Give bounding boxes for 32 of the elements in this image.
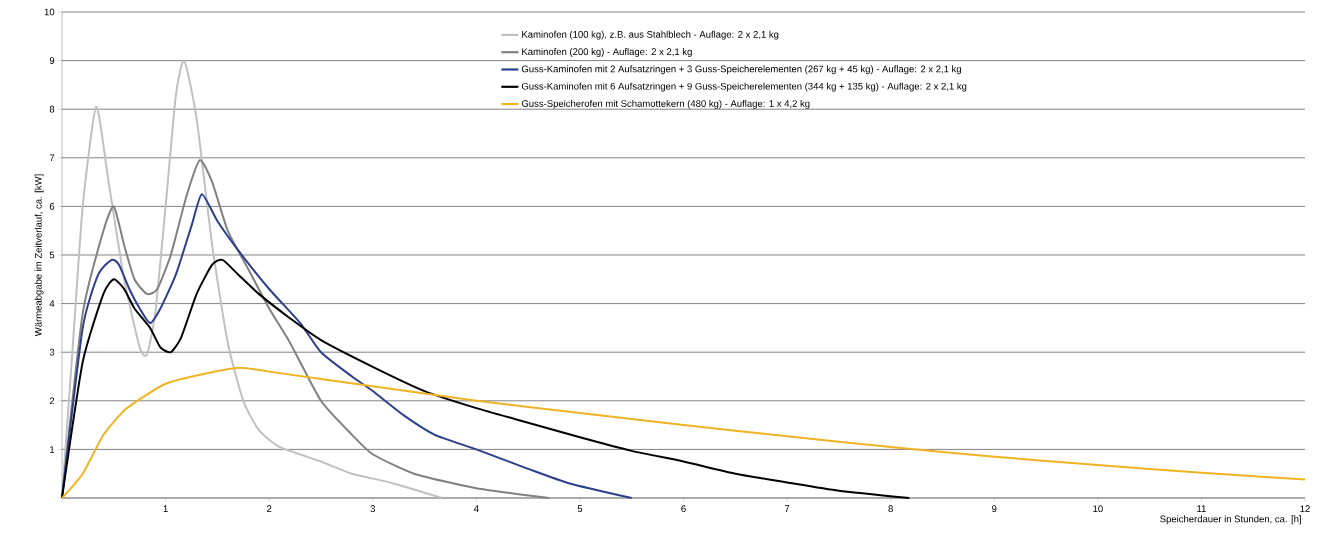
legend-label: Kaminofen (200 kg) - Auflage: 2 x 2,1 kg — [522, 48, 692, 57]
y-tick-label: 8 — [49, 105, 55, 113]
legend-label: Guss-Kaminofen mit 2 Aufsatzringen + 3 Guss-Speicherelementen (267 kg + 45 kg) - Auflage: 2 x 2,1 kg — [521, 65, 961, 75]
x-tick-label: 7 — [784, 505, 790, 512]
line-series — [61, 159, 550, 499]
x-tick-label: 9 — [992, 505, 997, 513]
y-axis-title: Wärmeabgabe im Zeitverlauf, ca. [kW] — [34, 174, 44, 337]
y-tick-label: 1 — [50, 446, 55, 453]
x-tick-label: 2 — [267, 505, 272, 512]
y-tick-label: 4 — [49, 300, 55, 307]
x-tick-label: 3 — [370, 505, 375, 513]
y-tick-label: 6 — [49, 203, 55, 210]
x-tick-label: 1 — [163, 505, 168, 512]
line-series — [61, 59, 444, 499]
line-series — [61, 193, 633, 499]
y-tick-label: 10 — [44, 8, 55, 16]
y-tick-label: 9 — [49, 57, 55, 64]
x-axis-title: Speicherdauer in Stunden, ca. [h] — [1160, 515, 1301, 525]
x-tick-label: 11 — [1197, 505, 1206, 512]
y-tick-label: 2 — [49, 397, 55, 405]
x-tick-label: 4 — [473, 505, 479, 512]
x-tick-label: 10 — [1093, 505, 1103, 513]
legend-label: Kaminofen (100 kg), z.B. aus Stahlblech - Auflage: 2 x 2,1 kg — [522, 30, 779, 40]
x-tick-label: 8 — [888, 505, 893, 513]
legend-label: Guss-Kaminofen mit 6 Aufsatzringen + 9 Guss-Speicherelementen (344 kg + 135 kg) - Auflage: 2 x 2,1 kg — [521, 82, 967, 92]
x-tick-label: 6 — [681, 505, 686, 513]
y-tick-label: 5 — [49, 251, 55, 259]
y-tick-label: 7 — [49, 154, 55, 162]
legend-label: Guss-Speicherofen mit Schamottekern (480 kg) - Auflage: 1 x 4,2 kg — [521, 99, 810, 109]
y-tick-label: 3 — [49, 348, 55, 356]
x-tick-label: 12 — [1300, 505, 1310, 512]
x-tick-label: 5 — [577, 505, 583, 512]
